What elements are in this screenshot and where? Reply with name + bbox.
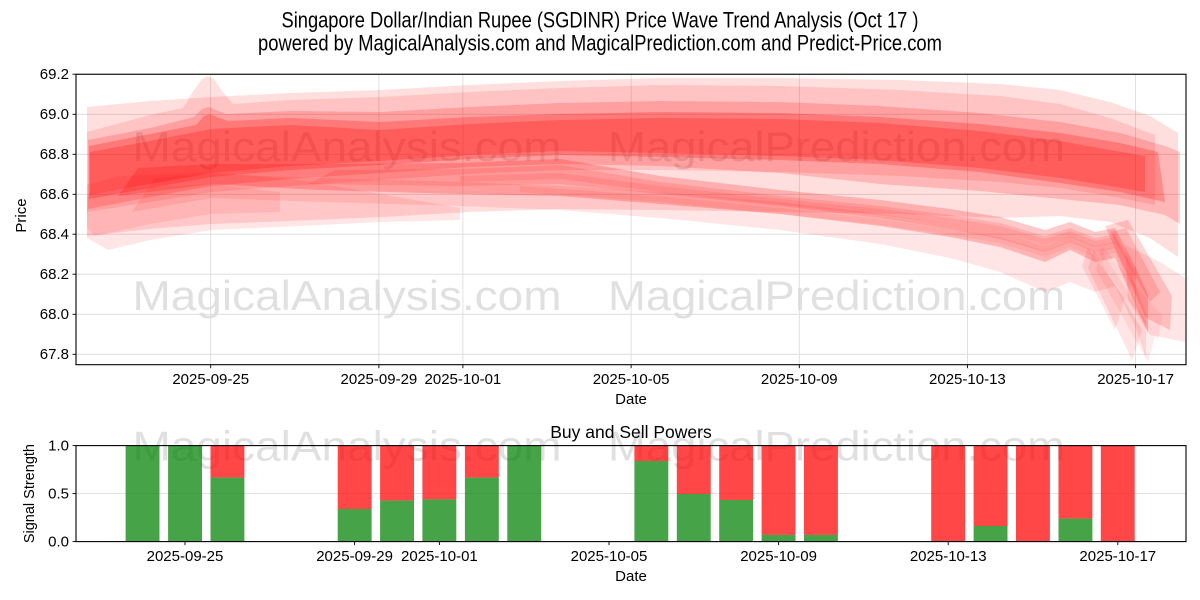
svg-text:2025-10-01: 2025-10-01	[401, 548, 478, 565]
svg-text:68.2: 68.2	[40, 266, 69, 283]
svg-text:69.2: 69.2	[40, 66, 69, 83]
svg-text:powered by MagicalAnalysis.com: powered by MagicalAnalysis.com and Magic…	[258, 31, 942, 56]
svg-text:2025-09-29: 2025-09-29	[316, 548, 393, 565]
svg-text:Price: Price	[13, 198, 30, 232]
svg-text:0.5: 0.5	[48, 485, 69, 502]
svg-text:2025-09-25: 2025-09-25	[172, 371, 249, 388]
svg-text:2025-10-09: 2025-10-09	[761, 371, 838, 388]
svg-text:2025-10-13: 2025-10-13	[929, 371, 1006, 388]
svg-text:Signal Strength: Signal Strength	[22, 444, 38, 543]
svg-text:Buy and Sell Powers: Buy and Sell Powers	[550, 422, 712, 442]
svg-text:2025-10-09: 2025-10-09	[740, 548, 817, 565]
svg-text:68.8: 68.8	[40, 146, 69, 163]
svg-text:2025-10-13: 2025-10-13	[910, 548, 987, 565]
svg-text:68.6: 68.6	[40, 186, 69, 203]
svg-text:Singapore Dollar/Indian Rupee: Singapore Dollar/Indian Rupee (SGDINR) P…	[282, 8, 919, 33]
svg-text:MagicalAnalysis.com: MagicalAnalysis.com	[133, 272, 562, 319]
svg-text:2025-09-25: 2025-09-25	[147, 548, 224, 565]
svg-text:69.0: 69.0	[40, 106, 69, 123]
svg-text:67.8: 67.8	[40, 346, 69, 363]
svg-text:2025-09-29: 2025-09-29	[341, 371, 418, 388]
svg-text:2025-10-17: 2025-10-17	[1097, 371, 1174, 388]
svg-text:2025-10-05: 2025-10-05	[571, 548, 648, 565]
svg-text:68.0: 68.0	[40, 306, 69, 323]
svg-text:Date: Date	[615, 568, 647, 585]
svg-text:0.0: 0.0	[48, 533, 69, 550]
svg-text:Date: Date	[615, 391, 647, 408]
svg-text:2025-10-01: 2025-10-01	[425, 371, 502, 388]
svg-text:1.0: 1.0	[48, 437, 69, 454]
svg-text:MagicalAnalysis.com: MagicalAnalysis.com	[133, 123, 562, 170]
svg-text:2025-10-05: 2025-10-05	[593, 371, 670, 388]
svg-text:MagicalPrediction.com: MagicalPrediction.com	[608, 123, 1065, 170]
svg-text:MagicalPrediction.com: MagicalPrediction.com	[608, 272, 1065, 319]
svg-text:68.4: 68.4	[40, 226, 69, 243]
svg-text:2025-10-17: 2025-10-17	[1079, 548, 1156, 565]
